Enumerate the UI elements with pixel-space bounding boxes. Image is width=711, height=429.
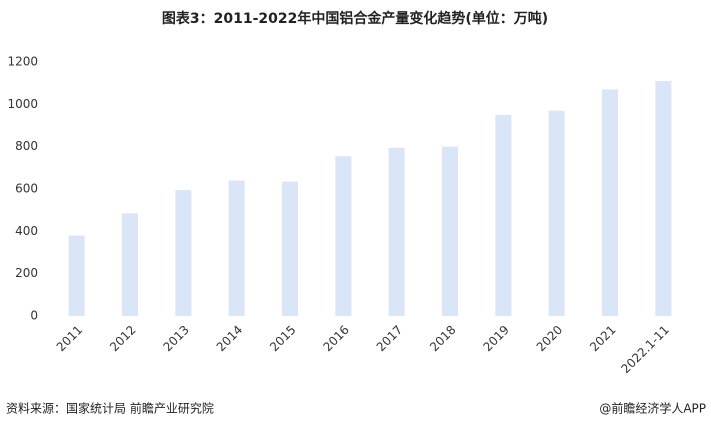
y-tick-label: 800 (15, 139, 38, 153)
x-tick-label: 2011 (54, 323, 85, 354)
bar (228, 180, 245, 316)
y-tick-label: 400 (15, 224, 38, 238)
x-tick-label: 2014 (214, 323, 245, 354)
bar (335, 156, 352, 316)
y-tick-label: 200 (15, 266, 38, 280)
bar (175, 190, 192, 316)
y-tick-label: 600 (15, 182, 38, 196)
x-tick-label: 2013 (160, 323, 191, 354)
x-tick-label: 2015 (267, 323, 298, 354)
y-tick-label: 0 (30, 309, 38, 323)
x-tick-label: 2021 (587, 323, 618, 354)
chart-title: 图表3：2011-2022年中国铝合金产量变化趋势(单位：万吨) (162, 10, 548, 27)
source-note: 资料来源：国家统计局 前瞻产业研究院 (6, 401, 214, 416)
y-tick-label: 1200 (7, 55, 38, 69)
x-tick-label: 2022.1-11 (618, 323, 671, 376)
bar (655, 81, 672, 316)
bar (388, 147, 405, 316)
bar (495, 114, 512, 317)
y-tick-label: 1000 (7, 97, 38, 111)
bar (548, 110, 565, 316)
x-tick-label: 2019 (480, 323, 511, 354)
x-tick-label: 2020 (534, 323, 565, 354)
bar (68, 235, 85, 316)
bar (122, 213, 138, 316)
bar (282, 181, 298, 316)
x-tick-label: 2012 (107, 323, 138, 354)
bar (442, 146, 458, 316)
bar (602, 89, 618, 317)
x-tick-label: 2017 (374, 323, 405, 354)
x-tick-label: 2016 (320, 323, 351, 354)
x-tick-label: 2018 (427, 323, 458, 354)
brand-note: @前瞻经济学人APP (599, 401, 706, 416)
